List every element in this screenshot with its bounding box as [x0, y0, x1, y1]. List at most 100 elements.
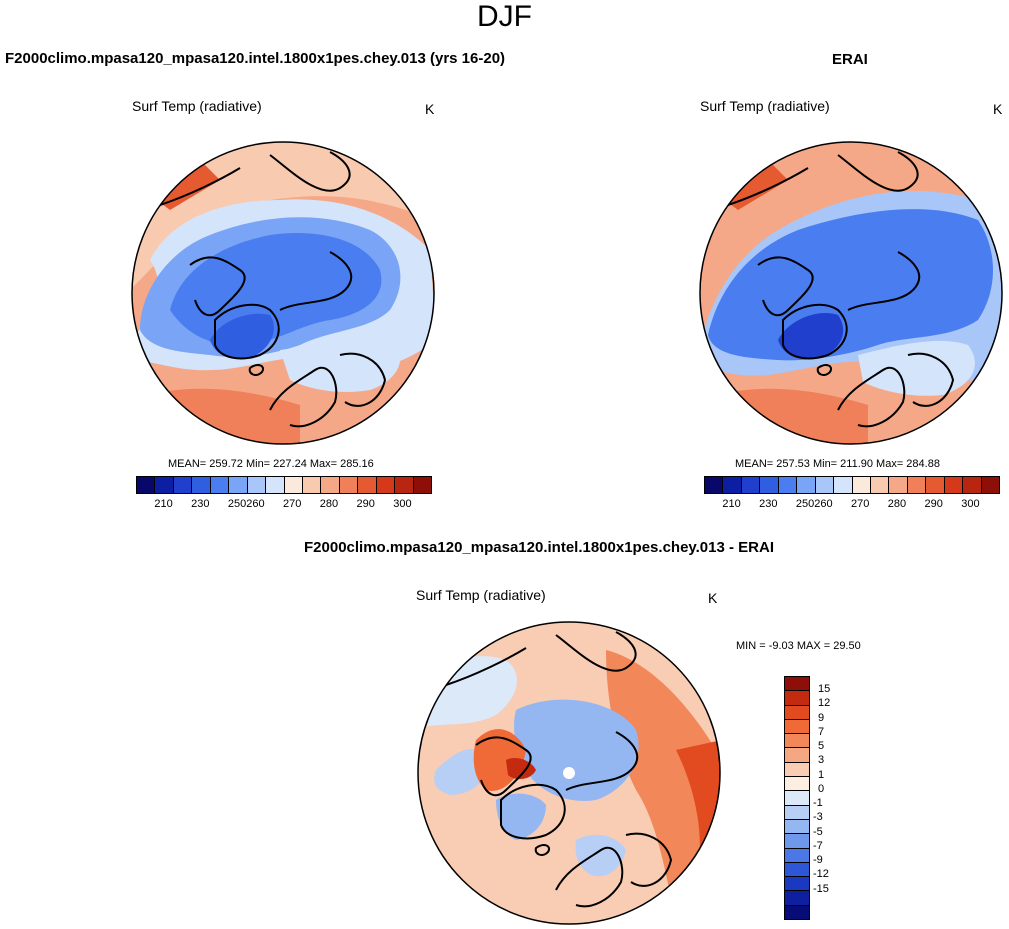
diff-polar-map [417, 621, 721, 925]
diff-scandinavia-cool [575, 834, 626, 877]
model-colorbar-segment [191, 477, 210, 493]
diff-unit-label: K [708, 590, 718, 606]
obs-coastlines [727, 151, 955, 428]
model-europe-cool [280, 333, 401, 392]
model-colorbar-segment [172, 477, 192, 493]
diff-colorbar-segment [785, 804, 809, 819]
diff-colorbar [784, 676, 810, 920]
model-colorbar [136, 476, 432, 494]
diff-colorbar-tick-label: -3 [813, 811, 823, 824]
model-colorbar-segment [338, 477, 358, 493]
obs-colorbar-segment [722, 477, 741, 493]
obs-colorbar-tick-label: 230 [759, 498, 778, 510]
diff-colorbar-segment [785, 876, 809, 891]
diff-colorbar-tick-label: 9 [818, 711, 825, 724]
obs-colorbar-segment [962, 477, 981, 493]
obs-colorbar-segment [740, 477, 760, 493]
obs-map-border [699, 141, 1003, 445]
diff-colorbar-segment [785, 718, 809, 734]
diff-colorbar-segment [785, 704, 809, 719]
model-colorbar-tick-label: 270 [283, 498, 302, 510]
diff-stats: MIN = -9.03 MAX = 29.50 [736, 640, 861, 652]
obs-colorbar-tick-label: 290 [924, 498, 943, 510]
diff-alaska-cool [434, 749, 487, 795]
figure-title: DJF [477, 0, 532, 33]
model-variable-label: Surf Temp (radiative) [132, 98, 262, 114]
obs-colorbar-tick-label: 270 [851, 498, 870, 510]
model-colorbar-tick-label: 290 [356, 498, 375, 510]
model-colorbar-segment [412, 477, 431, 493]
model-colorbar-tick-label: 230 [191, 498, 210, 510]
obs-colorbar-tick-label: 250 [795, 498, 815, 510]
obs-europe-cool [858, 340, 975, 396]
obs-colorbar-tick-label: 260 [814, 498, 833, 510]
obs-colorbar-segment [796, 477, 815, 493]
diff-colorbar-segment [785, 890, 809, 905]
diff-colorbar-segment [785, 833, 809, 848]
model-stats: MEAN= 259.72 Min= 227.24 Max= 285.16 [168, 458, 374, 470]
diff-colorbar-segment [785, 761, 809, 777]
diff-colorbar-tick-label: -15 [813, 882, 829, 895]
model-colorbar-segment [228, 477, 247, 493]
obs-colorbar-segment [833, 477, 852, 493]
model-greenland-cold [210, 313, 274, 360]
diff-coastlines [445, 631, 673, 908]
obs-colorbar-segment [777, 477, 797, 493]
diff-colorbar-tick-label: 3 [818, 754, 825, 767]
diff-colorbar-tick-label: 5 [818, 740, 825, 753]
obs-greenland-cold [778, 312, 844, 360]
model-colorbar-segment [265, 477, 284, 493]
diff-colorbar-ticks: 15 12 9 7 5 3 1 0 -1 -3 -5 -7 -9 -12 -15 [813, 676, 858, 918]
diff-colorbar-segment [785, 733, 809, 748]
diff-colorbar-segment [785, 776, 809, 791]
diff-colorbar-tick-label: 1 [818, 768, 825, 781]
obs-colorbar-tick-label: 280 [887, 498, 907, 510]
obs-colorbar-segment [906, 477, 926, 493]
diff-colorbar-segment [785, 818, 809, 834]
diff-colorbar-segment [785, 790, 809, 805]
obs-colorbar-segment [925, 477, 944, 493]
obs-colorbar-segment [759, 477, 778, 493]
diff-colorbar-tick-label: -12 [813, 868, 829, 881]
diff-greenland-cool [496, 793, 546, 840]
obs-variable-label: Surf Temp (radiative) [700, 98, 830, 114]
obs-panel-title: ERAI [832, 51, 868, 68]
obs-colorbar-segment [814, 477, 834, 493]
model-colorbar-segment [375, 477, 395, 493]
model-colorbar-segment [246, 477, 266, 493]
model-colorbar-segment [301, 477, 321, 493]
obs-stats: MEAN= 257.53 Min= 211.90 Max= 284.88 [735, 458, 940, 470]
model-colorbar-tick-label: 250 [227, 498, 247, 510]
model-colorbar-tick-label: 300 [393, 498, 412, 510]
diff-colorbar-tick-label: -9 [813, 854, 823, 867]
obs-colorbar-segment [980, 477, 999, 493]
obs-polar-map [699, 141, 1003, 445]
model-colorbar-segment [154, 477, 173, 493]
model-colorbar-segment [320, 477, 339, 493]
model-unit-label: K [425, 101, 435, 117]
diff-eurasia-warm [606, 650, 720, 924]
model-colorbar-segment [283, 477, 302, 493]
diff-arctic-cool [514, 699, 639, 801]
diff-colorbar-tick-label: -5 [813, 825, 823, 838]
obs-colorbar-segment [888, 477, 907, 493]
diff-colorbar-segment [785, 847, 809, 862]
model-colorbar-segment [357, 477, 376, 493]
diff-colorbar-tick-label: 0 [818, 782, 825, 795]
obs-colorbar-tick-label: 210 [722, 498, 741, 510]
obs-colorbar-ticks: 210 230 250 260 270 280 290 300 [704, 498, 998, 512]
model-coastlines [159, 151, 387, 428]
obs-colorbar-segment [705, 477, 723, 493]
model-colorbar-tick-label: 280 [319, 498, 339, 510]
diff-colorbar-tick-label: 15 [818, 683, 831, 696]
diff-pole-marker [563, 767, 575, 779]
obs-colorbar-segment [943, 477, 963, 493]
model-colorbar-segment [137, 477, 155, 493]
diff-colorbar-tick-label: -7 [813, 839, 823, 852]
model-colorbar-segment [394, 477, 413, 493]
model-colorbar-segment [209, 477, 229, 493]
obs-cold-band [708, 209, 993, 361]
obs-colorbar [704, 476, 1000, 494]
diff-colorbar-segment [785, 904, 809, 920]
obs-colorbar-tick-label: 300 [961, 498, 980, 510]
